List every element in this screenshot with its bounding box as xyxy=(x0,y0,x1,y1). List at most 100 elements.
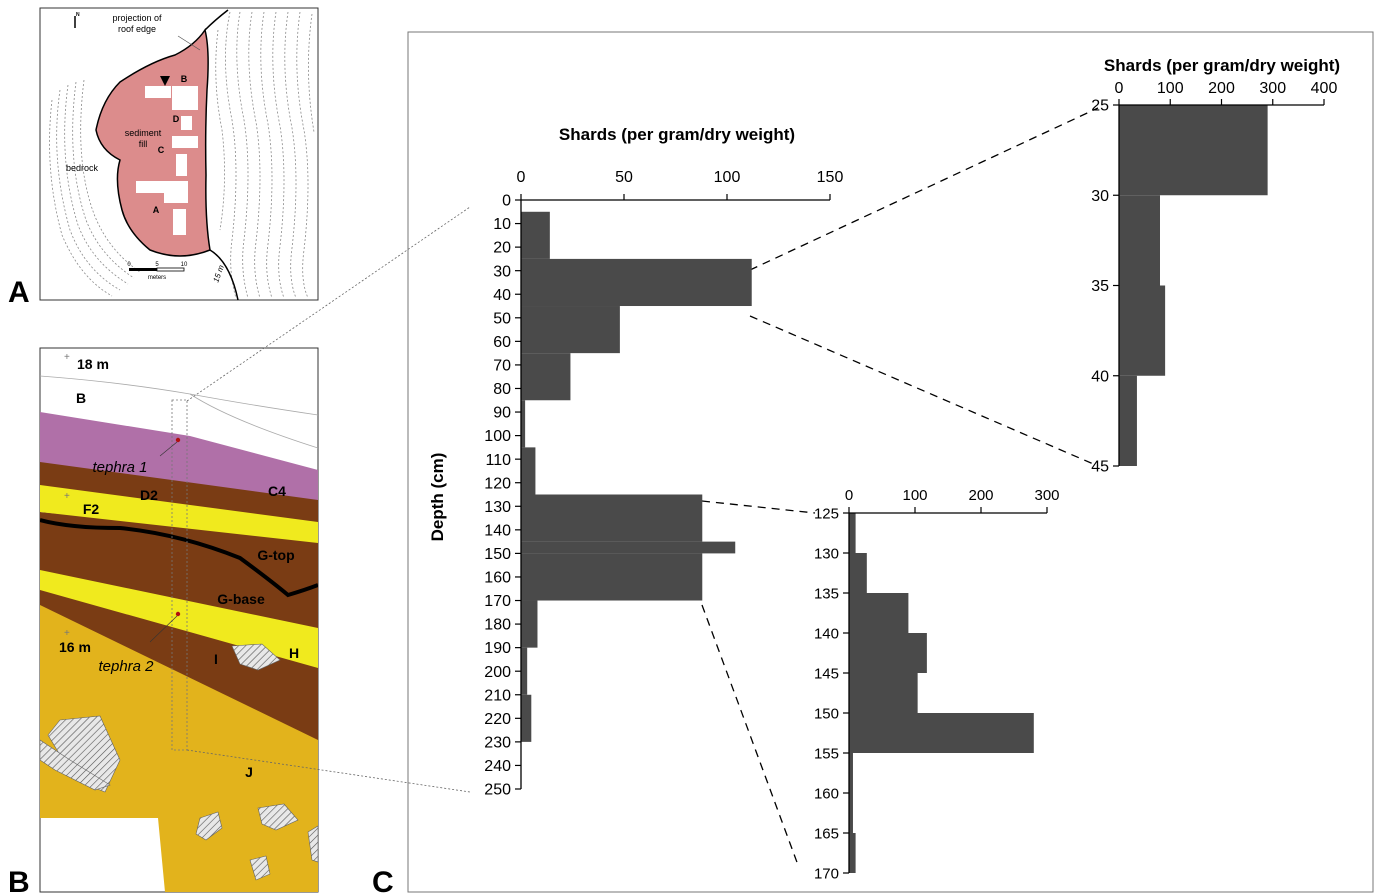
sediment-fill-label-line2: fill xyxy=(139,139,148,149)
chart-1-y-tick-label-0: 25 xyxy=(1091,98,1109,115)
chart-0-y-tick-label-0: 0 xyxy=(502,193,511,210)
zoom-connector-1a xyxy=(749,107,1099,271)
clast-3 xyxy=(231,643,281,671)
chart-1-y-tick-label-1: 30 xyxy=(1091,188,1109,205)
connector-top xyxy=(186,206,471,402)
chart-0-y-tick-label-23: 230 xyxy=(484,734,511,751)
chart-2-x-tick-label-0: 0 xyxy=(845,487,853,504)
unit-label-f2: F2 xyxy=(83,501,100,517)
panel-c-letter: C xyxy=(372,866,394,894)
tephra-2-leader xyxy=(149,615,178,643)
chart-2-y-tick-label-6: 155 xyxy=(814,745,839,762)
chart-1-x-tick-label-3: 300 xyxy=(1259,80,1286,97)
unit-i-layer xyxy=(40,585,318,740)
chart-0-y-tick-label-20: 200 xyxy=(484,664,511,681)
chart-2-y-tick-label-3: 140 xyxy=(814,625,839,642)
chart-2-y-tick-label-7: 160 xyxy=(814,785,839,802)
chart-0-y-tick-label-19: 190 xyxy=(484,640,511,657)
elevation-16m: 16 m xyxy=(59,639,91,655)
chart-0-y-tick-label-21: 210 xyxy=(484,687,511,704)
chart-2-y-tick-label-8: 165 xyxy=(814,825,839,842)
chart-2-bar-2 xyxy=(849,593,909,633)
chart-0-y-tick-label-15: 150 xyxy=(484,546,511,563)
chart-2-y-tick-label-5: 150 xyxy=(814,705,839,722)
chart-2-y-tick-label-9: 170 xyxy=(814,865,839,882)
scale-tick-0: 0 xyxy=(127,262,131,268)
cliff-edge-line-south xyxy=(209,249,239,301)
unit-d2-layer xyxy=(40,460,318,522)
chart-0-y-tick-label-11: 110 xyxy=(485,452,511,469)
panel-a-letter: A xyxy=(8,276,30,309)
chart-0-bar-6 xyxy=(521,494,703,542)
chart-0-x-tick-label-1: 50 xyxy=(615,169,633,186)
chart-main-xlabel: Shards (per gram/dry weight) xyxy=(559,125,795,144)
clast-7 xyxy=(307,825,318,863)
chart-zoom-lower: 0 100 200 300 125 130 135 140 145 150 155 160 165 170 xyxy=(814,487,1060,882)
chart-1-y-tick-label-3: 40 xyxy=(1091,368,1109,385)
panel-a-map: N projection of roof edge bedrock sedime… xyxy=(39,7,319,301)
clast-6 xyxy=(249,855,271,881)
chart-2-bar-7 xyxy=(849,793,853,833)
chart-0-y-tick-label-24: 240 xyxy=(484,758,511,775)
chart-2-x-tick-label-3: 300 xyxy=(1034,487,1059,504)
chart-0-x-tick-label-3: 150 xyxy=(817,169,844,186)
chart-1-x-tick-label-0: 0 xyxy=(1115,80,1124,97)
unit-label-b: B xyxy=(76,390,86,406)
zoom-connector-2b xyxy=(701,604,799,866)
scale-unit-label: meters xyxy=(148,275,166,281)
chart-0-y-tick-label-1: 10 xyxy=(493,216,511,233)
grid-cross-bottom: + xyxy=(64,628,70,639)
clast-4 xyxy=(257,803,299,831)
chart-0-y-tick-label-12: 120 xyxy=(484,475,511,492)
elevation-18m: 18 m xyxy=(77,356,109,372)
unit-label-g-top: G-top xyxy=(257,547,294,563)
panel-b-section: + + + 18 m 16 m B C4 D2 F2 G-top G-base … xyxy=(39,347,319,893)
chart-0-bar-3 xyxy=(521,353,571,401)
excavation-label-b: B xyxy=(181,74,188,84)
chart-2-x-tick-label-1: 100 xyxy=(902,487,927,504)
chart-2-y-tick-label-1: 130 xyxy=(814,545,839,562)
zoom-connector-1b xyxy=(749,315,1099,467)
unit-c4-layer xyxy=(40,412,318,500)
chart-2-x-tick-label-2: 200 xyxy=(968,487,993,504)
unit-label-c4: C4 xyxy=(268,483,286,499)
chart-0-y-tick-label-25: 250 xyxy=(484,782,511,799)
chart-1-bar-3 xyxy=(1119,375,1137,466)
chart-0-bar-10 xyxy=(521,647,528,695)
chart-0-y-tick-label-3: 30 xyxy=(493,263,511,280)
excavation-label-a: A xyxy=(153,205,160,215)
chart-zoom-upper: Shards (per gram/dry weight) 0 100 200 300 4… xyxy=(1091,56,1340,476)
chart-2-bar-1 xyxy=(849,553,867,593)
chart-0-y-tick-label-9: 90 xyxy=(493,405,511,422)
scale-bar: 0 5 10 meters xyxy=(127,262,188,281)
chart-0-y-tick-label-14: 140 xyxy=(484,522,511,539)
unit-g-layer xyxy=(40,512,318,628)
chart-0-bar-9 xyxy=(521,600,538,648)
chart-0-bar-2 xyxy=(521,306,620,354)
chart-0-y-tick-label-2: 20 xyxy=(493,240,511,257)
chart-0-y-tick-label-13: 130 xyxy=(484,499,511,516)
chart-main-ylabel: Depth (cm) xyxy=(428,453,447,542)
clast-2 xyxy=(40,739,111,791)
unit-label-h: H xyxy=(289,645,299,661)
panel-c-frame xyxy=(407,31,1374,893)
scale-tick-10: 10 xyxy=(181,262,188,268)
topographic-contours xyxy=(49,11,315,299)
g-boundary-line xyxy=(40,518,318,598)
unit-h-layer xyxy=(40,567,318,668)
zoom-connector-2a xyxy=(701,500,816,514)
chart-1-y-tick-label-4: 45 xyxy=(1091,459,1109,476)
chart-1-y-tick-label-2: 35 xyxy=(1091,278,1109,295)
chart-1-bar-1 xyxy=(1119,195,1160,286)
surface-line-2 xyxy=(189,393,318,449)
chart-2-bar-6 xyxy=(849,753,853,793)
chart-main-profile: Shards (per gram/dry weight) Depth (cm) … xyxy=(428,125,843,799)
north-label: N xyxy=(76,12,80,18)
roof-label-leader xyxy=(177,35,201,51)
chart-0-bar-4 xyxy=(521,400,526,448)
chart-0-bar-1 xyxy=(521,258,752,307)
tephra-1-leader xyxy=(159,441,178,457)
chart-1-x-tick-label-4: 400 xyxy=(1311,80,1338,97)
chart-0-x-tick-label-0: 0 xyxy=(517,169,526,186)
chart-0-y-tick-label-8: 80 xyxy=(493,381,511,398)
